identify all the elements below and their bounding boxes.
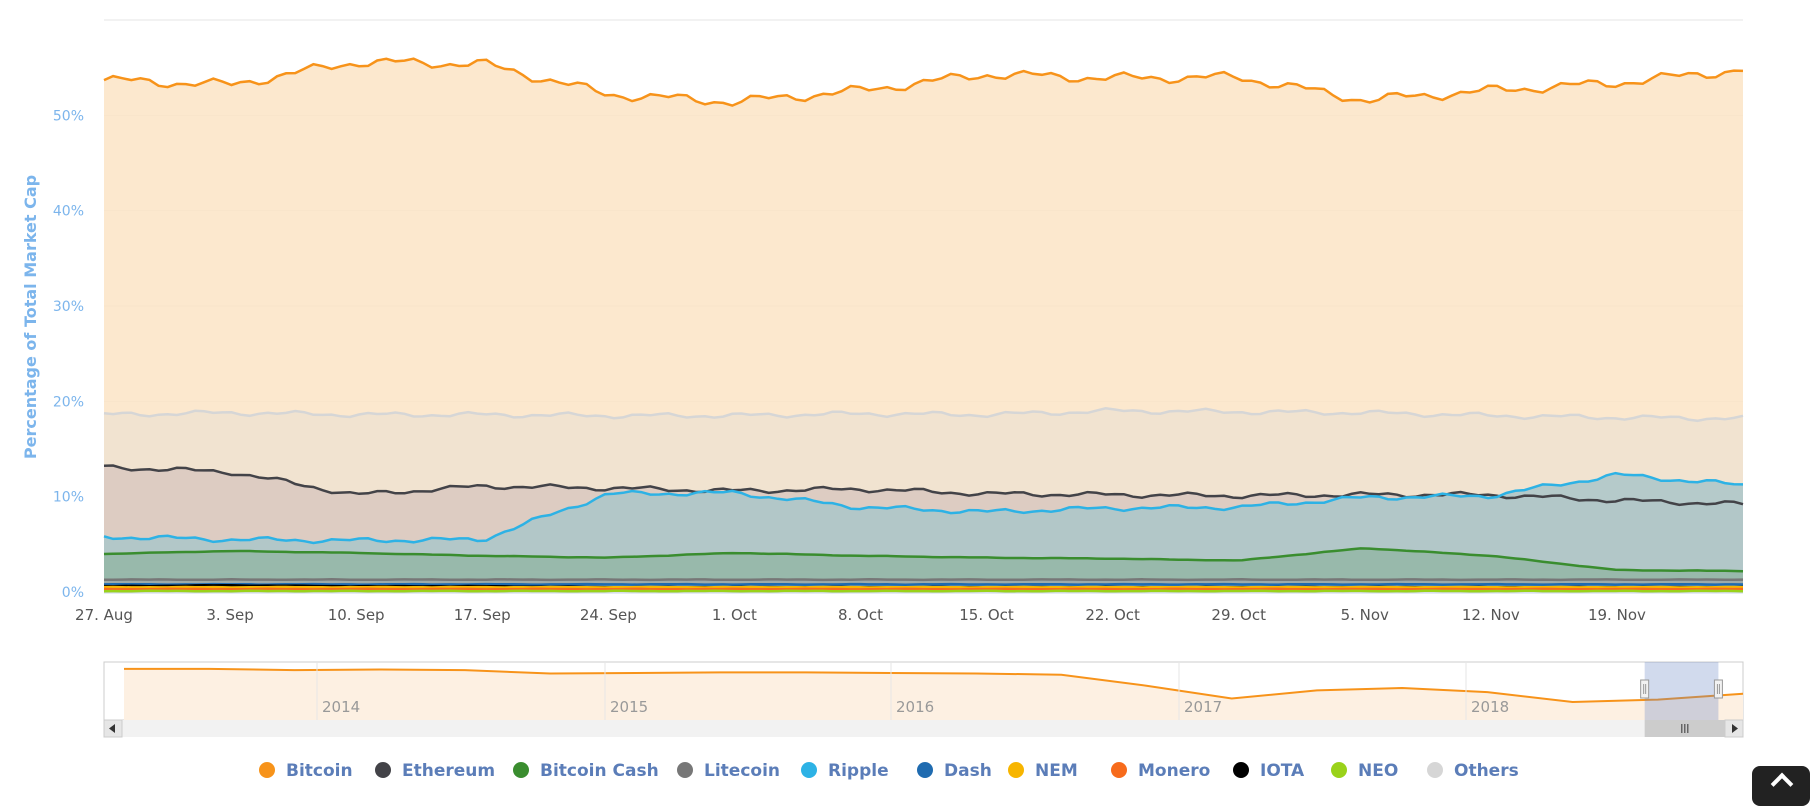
series-areas bbox=[104, 58, 1743, 592]
legend-label: NEO bbox=[1358, 761, 1398, 781]
legend-item-bitcoin-cash[interactable]: Bitcoin Cash bbox=[513, 761, 659, 781]
navigator-line bbox=[124, 667, 1744, 704]
legend-label: Ethereum bbox=[402, 761, 495, 781]
y-axis-title: Percentage of Total Market Cap bbox=[21, 175, 40, 459]
y-tick-label: 20% bbox=[53, 394, 84, 410]
navigator-year-label: 2018 bbox=[1471, 698, 1509, 716]
series-lines bbox=[103, 57, 1744, 594]
legend-item-neo[interactable]: NEO bbox=[1331, 761, 1398, 781]
x-tick-label: 12. Nov bbox=[1462, 606, 1520, 624]
legend-label: Ripple bbox=[828, 761, 889, 781]
x-tick-label: 15. Oct bbox=[959, 606, 1014, 624]
legend-symbol bbox=[677, 762, 693, 778]
navigator-area bbox=[124, 668, 1743, 720]
legend-symbol bbox=[917, 762, 933, 778]
legend-item-nem[interactable]: NEM bbox=[1008, 761, 1078, 781]
series-line-dash bbox=[103, 582, 1744, 586]
legend-item-iota[interactable]: IOTA bbox=[1233, 761, 1305, 781]
legend-item-dash[interactable]: Dash bbox=[917, 761, 992, 781]
navigator-selection[interactable] bbox=[1644, 662, 1719, 720]
chevron-up-icon bbox=[1770, 772, 1794, 796]
legend-label: Litecoin bbox=[704, 761, 780, 781]
navigator-year-label: 2015 bbox=[610, 698, 648, 716]
scrollbar-track[interactable] bbox=[104, 720, 1743, 737]
navigator[interactable]: 2014 2015 2016 2017 2018 bbox=[103, 661, 1744, 738]
legend-item-litecoin[interactable]: Litecoin bbox=[677, 761, 780, 781]
legend-item-bitcoin[interactable]: Bitcoin bbox=[259, 761, 353, 781]
navigator-handle[interactable] bbox=[1713, 679, 1723, 699]
scroll-right-arrow-icon bbox=[1732, 724, 1738, 733]
legend-item-ethereum[interactable]: Ethereum bbox=[375, 761, 495, 781]
series-line-bitcoin-cash bbox=[103, 547, 1744, 573]
navigator-year-label: 2016 bbox=[896, 698, 934, 716]
legend-symbol bbox=[1233, 762, 1249, 778]
x-tick-label: 22. Oct bbox=[1085, 606, 1140, 624]
legend-symbol bbox=[1111, 762, 1127, 778]
x-tick-label: 27. Aug bbox=[75, 606, 133, 624]
series-line-ethereum bbox=[103, 464, 1744, 507]
x-tick-label: 5. Nov bbox=[1341, 606, 1389, 624]
series-line-nem bbox=[103, 585, 1744, 589]
legend-item-monero[interactable]: Monero bbox=[1111, 761, 1210, 781]
x-tick-label: 29. Oct bbox=[1211, 606, 1266, 624]
scroll-to-top-button[interactable] bbox=[1752, 766, 1810, 806]
x-tick-label: 17. Sep bbox=[454, 606, 511, 624]
x-tick-label: 3. Sep bbox=[206, 606, 253, 624]
x-tick-label: 24. Sep bbox=[580, 606, 637, 624]
y-axis-ticks: 0% 10% 20% 30% 40% 50% bbox=[53, 108, 84, 601]
series-line-bitcoin bbox=[103, 57, 1744, 107]
legend-label: IOTA bbox=[1260, 761, 1305, 781]
y-tick-label: 0% bbox=[62, 585, 84, 601]
x-axis-ticks: 27. Aug 3. Sep 10. Sep 17. Sep 24. Sep 1. Oct… bbox=[75, 606, 1646, 624]
legend-symbol bbox=[1331, 762, 1347, 778]
legend-label: Bitcoin bbox=[286, 761, 353, 781]
series-line-monero bbox=[103, 587, 1744, 591]
x-tick-label: 10. Sep bbox=[328, 606, 385, 624]
y-tick-label: 50% bbox=[53, 108, 84, 124]
series-line-litecoin bbox=[103, 578, 1744, 582]
legend-symbol bbox=[375, 762, 391, 778]
series-line-others bbox=[103, 407, 1744, 423]
scroll-left-arrow-icon bbox=[109, 724, 115, 733]
y-tick-label: 30% bbox=[53, 299, 84, 315]
legend-label: Others bbox=[1454, 761, 1519, 781]
series-line-neo bbox=[103, 589, 1744, 593]
legend-symbol bbox=[1427, 762, 1443, 778]
legend-symbol bbox=[801, 762, 817, 778]
x-tick-label: 19. Nov bbox=[1588, 606, 1646, 624]
legend-label: NEM bbox=[1035, 761, 1078, 781]
legend-symbol bbox=[259, 762, 275, 778]
x-tick-label: 1. Oct bbox=[712, 606, 757, 624]
x-tick-label: 8. Oct bbox=[838, 606, 883, 624]
legend-label: Dash bbox=[944, 761, 992, 781]
legend-label: Monero bbox=[1138, 761, 1210, 781]
navigator-year-label: 2014 bbox=[322, 698, 360, 716]
legend-item-ripple[interactable]: Ripple bbox=[801, 761, 889, 781]
legend-symbol bbox=[1008, 762, 1024, 778]
y-tick-label: 10% bbox=[53, 490, 84, 506]
navigator-year-label: 2017 bbox=[1184, 698, 1222, 716]
legend-label: Bitcoin Cash bbox=[540, 761, 659, 781]
legend-symbol bbox=[513, 762, 529, 778]
y-tick-label: 40% bbox=[53, 204, 84, 220]
navigator-handle[interactable] bbox=[1640, 679, 1650, 699]
legend-item-others[interactable]: Others bbox=[1427, 761, 1519, 781]
legend: Bitcoin Ethereum Bitcoin Cash Litecoin Rippl… bbox=[259, 761, 1519, 781]
series-line-ripple bbox=[103, 471, 1744, 545]
